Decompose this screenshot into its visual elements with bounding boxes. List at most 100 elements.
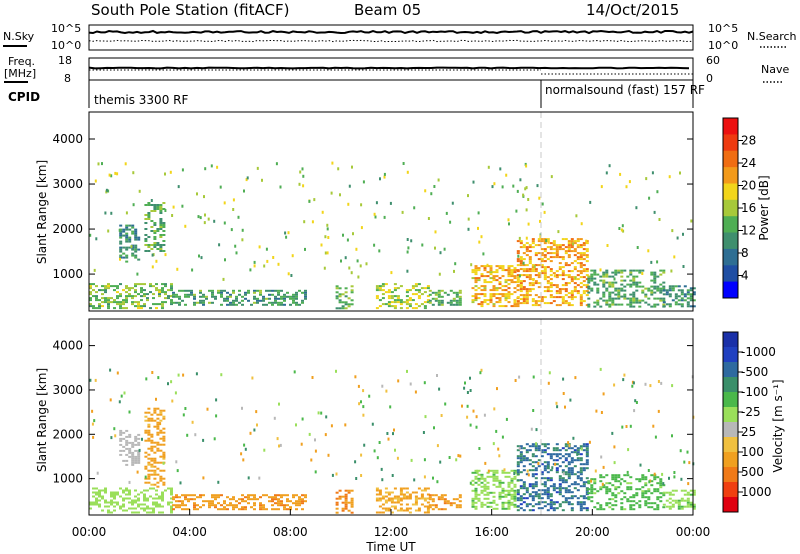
cpid-panel: CPID themis 3300 RF normalsound (fast) 1…	[8, 80, 705, 108]
ytick-label: 4000	[52, 132, 83, 146]
power-colorbar-label: Power [dB]	[757, 175, 771, 240]
velocity-cells	[89, 367, 696, 514]
freq-left-tick-low: 8	[64, 72, 71, 85]
colorbar-swatch	[723, 183, 738, 201]
scatter-region-4	[335, 489, 354, 514]
colorbar-tick: 24	[741, 156, 756, 170]
station-title: South Pole Station (fitACF)	[91, 1, 289, 19]
scatter-region-1	[119, 224, 141, 263]
colorbar-tick: 8	[741, 246, 749, 260]
scatter-region-4	[335, 285, 354, 310]
colorbar-tick: -1000	[741, 345, 776, 359]
xtick-label: 00:00	[72, 525, 107, 539]
velocity-plot: 1000 2000 3000 4000 00:00 04:00 08:00 12:00 16:…	[35, 318, 711, 554]
scatter-region-5	[375, 283, 430, 310]
colorbar-tick: 12	[741, 224, 756, 238]
scatter-region-10	[662, 489, 696, 510]
freq-right-tick-low: 0	[706, 72, 713, 85]
colorbar-swatch	[723, 134, 738, 152]
colorbar-swatch	[723, 265, 738, 283]
sparse-echoes	[89, 161, 693, 282]
colorbar-swatch	[723, 167, 738, 184]
colorbar-swatch	[723, 248, 738, 266]
scatter-region-9	[587, 474, 666, 511]
scatter-region-0	[89, 283, 173, 310]
colorbar-swatch	[723, 150, 738, 168]
colorbar-swatch	[723, 232, 738, 250]
nsearch-trace	[88, 39, 694, 43]
colorbar-tick: 16	[741, 201, 756, 215]
ytick-label: 2000	[52, 427, 83, 441]
colorbar-tick: -100	[741, 385, 768, 399]
colorbar-swatch	[723, 377, 738, 393]
colorbar-swatch	[723, 281, 738, 299]
colorbar-tick: -500	[741, 365, 768, 379]
xtick-label: 20:00	[575, 525, 610, 539]
noise-panel: N.Sky 10^5 10^0 10^5 10^0 N.Search	[3, 22, 797, 52]
frequency-panel: Freq. [MHz] 18 8 60 0 Nave	[4, 54, 789, 85]
noise-left-tick-low: 10^0	[51, 39, 81, 52]
scatter-region-8	[516, 238, 589, 307]
colorbar-swatch	[723, 482, 738, 498]
cpid-segment-2: normalsound (fast) 157 RF	[545, 83, 705, 97]
colorbar-tick: 500	[741, 465, 764, 479]
colorbar-swatch	[723, 118, 738, 135]
scatter-region-6	[428, 289, 462, 306]
colorbar-swatch	[723, 216, 738, 234]
nsky-trace	[88, 29, 694, 35]
colorbar-swatch	[723, 497, 738, 513]
ytick-label: 4000	[52, 339, 83, 353]
colorbar-tick: 1000	[741, 485, 772, 499]
xtick-label: 00:00	[676, 525, 711, 539]
velocity-ylabel: Slant Range [km]	[35, 368, 49, 472]
xtick-label: 16:00	[474, 525, 509, 539]
freq-unit-label: [MHz]	[4, 67, 36, 80]
power-colorbar: 4 8 12 16 20 24 28 Power [dB]	[722, 117, 771, 299]
colorbar-tick: 25	[741, 425, 756, 439]
xtick-label: 12:00	[374, 525, 409, 539]
sparse-echoes	[89, 367, 695, 486]
colorbar-swatch	[723, 437, 738, 453]
power-cells	[89, 161, 696, 310]
freq-left-tick-high: 18	[58, 54, 72, 67]
nsearch-label: N.Search	[747, 30, 797, 43]
scatter-region-3	[172, 494, 307, 511]
xtick-label: 08:00	[273, 525, 308, 539]
colorbar-swatch	[723, 362, 738, 378]
colorbar-swatch	[723, 332, 738, 348]
colorbar-tick: 20	[741, 179, 756, 193]
cpid-segment-1: themis 3300 RF	[94, 93, 188, 107]
colorbar-swatch	[723, 452, 738, 468]
ytick-label: 1000	[52, 267, 83, 281]
colorbar-swatch	[723, 407, 738, 423]
scatter-region-9	[587, 269, 666, 308]
ytick-label: 3000	[52, 383, 83, 397]
ytick-label: 2000	[52, 222, 83, 236]
velocity-colorbar-label: Velocity [m s⁻¹]	[771, 379, 785, 472]
date-title: 14/Oct/2015	[586, 1, 679, 19]
noise-right-tick-high: 10^5	[708, 22, 738, 35]
colorbar-swatch	[723, 347, 738, 363]
xtick-label: 04:00	[172, 525, 207, 539]
colorbar-tick: 28	[741, 134, 756, 148]
scatter-region-6	[428, 494, 462, 511]
scatter-region-7	[471, 265, 520, 308]
ytick-label: 3000	[52, 177, 83, 191]
beam-title: Beam 05	[354, 1, 421, 19]
colorbar-tick: 100	[741, 445, 764, 459]
scatter-region-1	[119, 429, 141, 466]
colorbar-tick: 4	[741, 269, 749, 283]
cpid-label: CPID	[8, 90, 40, 104]
frequency-trace	[88, 66, 690, 70]
velocity-colorbar: 1000 500 100 25 -25 -100 -500 -1000 Velocity [m…	[722, 331, 785, 513]
ytick-label: 1000	[52, 472, 83, 486]
noise-right-tick-low: 10^0	[708, 39, 738, 52]
nave-trace	[89, 69, 693, 75]
scatter-region-7	[471, 469, 520, 510]
colorbar-swatch	[723, 422, 738, 438]
colorbar-tick: -25	[741, 405, 761, 419]
colorbar-swatch	[723, 199, 738, 217]
scatter-region-0	[89, 487, 173, 514]
power-ylabel: Slant Range [km]	[35, 160, 49, 264]
power-plot: 1000 2000 3000 4000 Slant Range [km]	[35, 111, 696, 312]
